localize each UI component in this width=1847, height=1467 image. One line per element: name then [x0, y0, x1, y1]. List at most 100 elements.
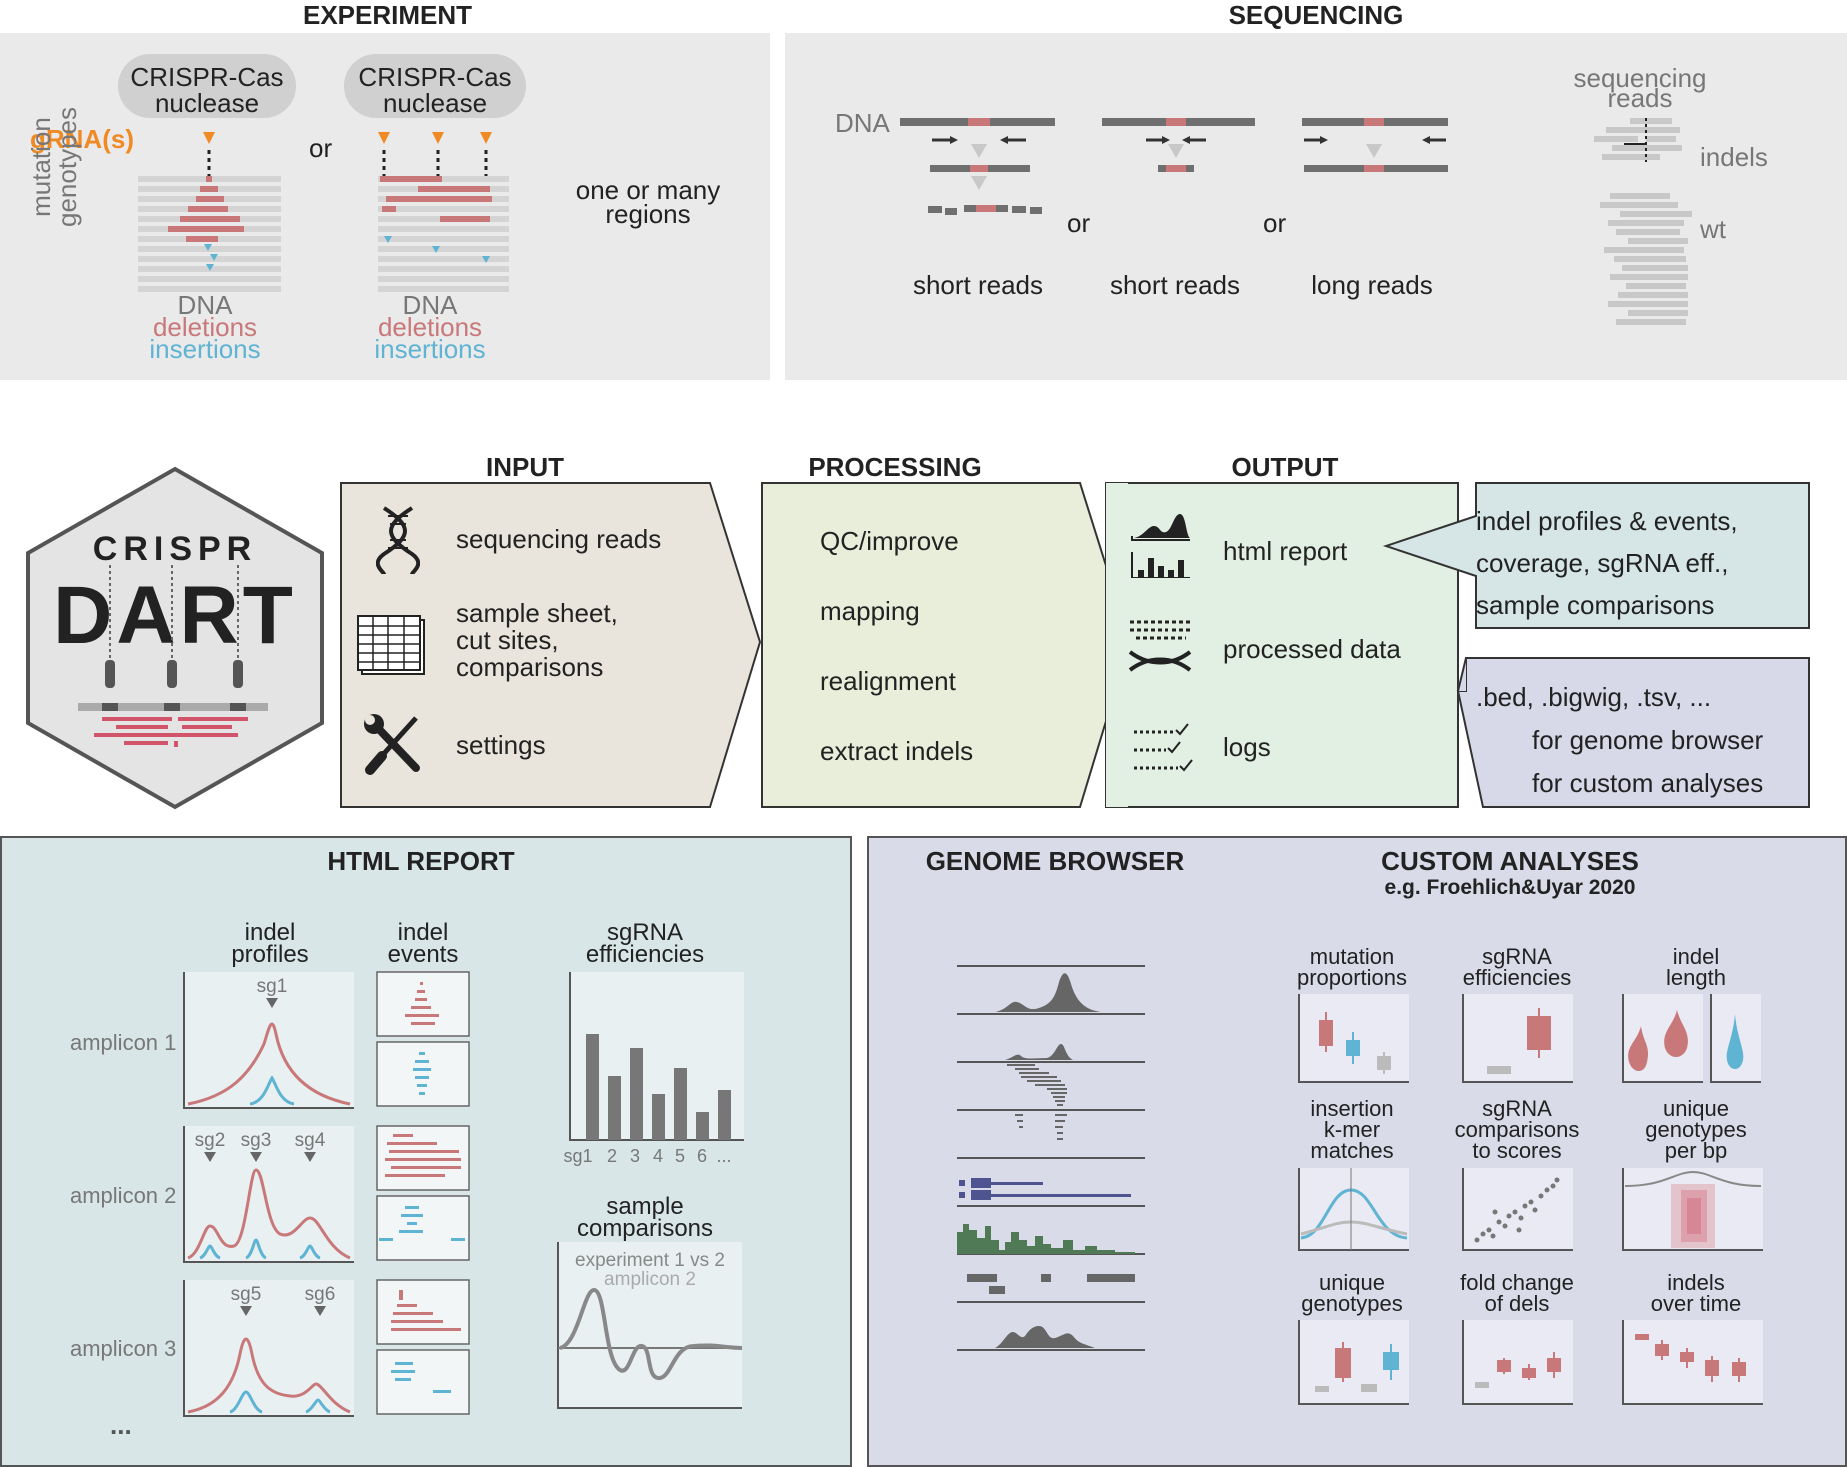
nuclease-blob — [344, 54, 526, 118]
sequencing-diagram — [900, 118, 1448, 215]
sg-label: sg4 — [295, 1130, 326, 1151]
grna-arrow — [378, 132, 390, 144]
profiles-label-line: indel — [244, 919, 296, 946]
custom-plot-label-line: insertion — [1310, 1096, 1394, 1121]
callout-data-line: .bed, .bigwig, .tsv, ... — [1476, 682, 1712, 712]
custom-plot-label-line: genotypes — [1301, 1291, 1403, 1316]
custom-plot-label-line: unique — [1318, 1270, 1386, 1295]
input-item-settings: settings — [456, 730, 546, 760]
sgrna-efficiency-chart: sg1 2 3 4 5 6 ... — [563, 972, 744, 1166]
custom-plot-label-line: length — [1666, 965, 1726, 990]
custom-plot-label-line: genotypes — [1645, 1117, 1747, 1142]
dna-label: DNA — [835, 108, 890, 138]
genotype-diagram — [138, 132, 509, 292]
logo-top-text: CRISPR — [93, 530, 257, 568]
custom-plot-label: mutation proportions — [1292, 944, 1412, 989]
callout-data-text: .bed, .bigwig, .tsv, ... for genome brow… — [1476, 676, 1763, 805]
or-label: or — [309, 133, 333, 163]
pipeline-shapes — [340, 482, 1459, 808]
logs-icon — [1134, 723, 1193, 772]
callout-data-line: for custom analyses — [1532, 768, 1764, 798]
custom-plot-label-line: indels — [1667, 1270, 1725, 1295]
grna-label: gRNA(s) — [30, 124, 134, 154]
output-title: OUTPUT — [1231, 452, 1339, 482]
callout-report-line: coverage, sgRNA eff., — [1476, 548, 1729, 578]
efficiency-tick: 3 — [630, 1146, 640, 1166]
indels-label: indels — [1700, 142, 1768, 172]
chart-report-icon — [1131, 514, 1190, 578]
regions-label-line: regions — [605, 199, 691, 229]
custom-plot-label-line: matches — [1310, 1138, 1394, 1163]
read-type-label: short reads — [1109, 270, 1241, 300]
legend-dna: DNA — [177, 290, 233, 320]
nuclease-label: CRISPR-Cas nuclease — [344, 64, 526, 116]
input-title: INPUT — [486, 452, 564, 482]
custom-plot-label: sgRNA comparisons to scores — [1442, 1096, 1592, 1163]
amplicon-label: amplicon 1 — [70, 1030, 177, 1055]
custom-plot-label: unique genotypes per bp — [1616, 1096, 1776, 1162]
custom-plot-label-line: sgRNA — [1482, 1096, 1552, 1121]
callout-data-line: for genome browser — [1532, 725, 1764, 755]
sg-label: sg6 — [305, 1284, 336, 1305]
wt-label: wt — [1700, 214, 1726, 244]
experiment-title: EXPERIMENT — [302, 0, 473, 30]
custom-plot-label-line: k-mer — [1323, 1117, 1381, 1142]
efficiency-label: sgRNA efficiencies — [555, 919, 735, 967]
comparison-subtitle: experiment 1 vs 2 — [575, 1250, 725, 1271]
comparison-subtitle: amplicon 2 — [604, 1269, 696, 1290]
custom-plot-label: indels over time — [1636, 1270, 1756, 1315]
read-type-label: long reads — [1311, 270, 1433, 300]
custom-analyses-title: CUSTOM ANALYSES — [1381, 846, 1639, 876]
sg-label: sg3 — [241, 1130, 272, 1151]
genotype-rows — [378, 176, 509, 292]
efficiency-bars — [586, 1034, 731, 1140]
efficiency-label-line: sgRNA — [606, 919, 684, 946]
regions-label-line: one or many — [575, 175, 721, 205]
genotype-legend: DNA deletions insertions — [355, 292, 505, 364]
reads-label-line: reads — [1607, 83, 1673, 113]
output-item-html-report: html report — [1223, 536, 1348, 566]
custom-plot-label-line: to scores — [1472, 1138, 1562, 1163]
efficiency-tick: ... — [716, 1146, 731, 1166]
nuclease-label-line: nuclease — [154, 88, 260, 118]
custom-plot-label-line: of dels — [1484, 1291, 1550, 1316]
events-label-line: events — [387, 941, 459, 968]
regions-label: one or many regions — [558, 175, 738, 229]
input-item-line: cut sites, — [456, 625, 559, 655]
callout-shapes — [1382, 482, 1810, 808]
custom-plot-label-line: unique — [1662, 1096, 1730, 1121]
custom-plot-label-line: mutation — [1309, 944, 1395, 969]
dna-icon — [376, 506, 420, 575]
callout-report-line: sample comparisons — [1476, 590, 1715, 620]
profiles-label-line: profiles — [231, 941, 309, 968]
legend-deletions: deletions — [377, 312, 483, 342]
genome-browser-title: GENOME BROWSER — [925, 846, 1185, 876]
efficiency-tick: sg1 — [563, 1146, 592, 1166]
or-label: or — [1067, 208, 1091, 238]
insertion-marks — [204, 244, 218, 271]
amplicon-label: amplicon 2 — [70, 1183, 177, 1208]
custom-plot-label-line: indel — [1672, 944, 1720, 969]
output-item-logs: logs — [1223, 732, 1271, 762]
output-item-processed-data: processed data — [1223, 634, 1401, 664]
efficiency-tick: 6 — [697, 1146, 707, 1166]
spreadsheet-icon — [357, 615, 425, 675]
more-amplicons: ... — [110, 1410, 132, 1440]
legend-insertions: insertions — [374, 334, 486, 364]
read-pileup — [1594, 118, 1692, 325]
logo-bottom-text: DART — [53, 570, 297, 661]
input-item-line: comparisons — [456, 652, 604, 682]
nuclease-label-line: CRISPR-Cas — [358, 62, 512, 92]
genotype-legend: DNA deletions insertions — [130, 290, 280, 362]
events-label: indel events — [373, 921, 473, 968]
legend-deletions: deletions — [152, 312, 258, 342]
nuclease-label-line: CRISPR-Cas — [130, 62, 284, 92]
nuclease-label-line: nuclease — [382, 88, 488, 118]
wrench-screwdriver-icon — [364, 714, 420, 775]
sequencing-reads-label: sequencing reads — [1560, 65, 1720, 113]
custom-plot-label-line: sgRNA — [1482, 944, 1552, 969]
sg-label: sg5 — [231, 1284, 262, 1305]
indel-profile-plots: sg1 sg2 sg3 sg4 sg5 sg6 — [183, 972, 354, 1417]
callout-report-line: indel profiles & events, — [1476, 506, 1738, 536]
profiles-label: indel profiles — [205, 919, 335, 968]
